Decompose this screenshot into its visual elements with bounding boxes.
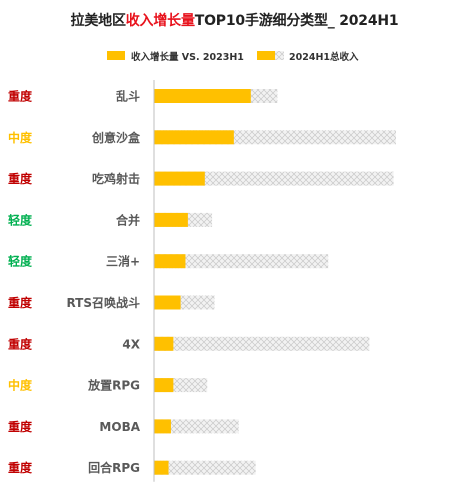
category-label-10: 回合RPG [88, 460, 140, 475]
intensity-label-8: 中度 [8, 378, 33, 393]
intensity-label-7: 重度 [8, 336, 33, 351]
category-label-7: 4X [122, 337, 140, 351]
growth-bar-2 [154, 130, 234, 145]
intensity-label-4: 轻度 [8, 212, 33, 227]
category-label-3: 吃鸡射击 [92, 171, 140, 186]
total-bar-9 [154, 419, 239, 434]
legend-label-1: 收入增长量 VS. 2023H1 [131, 51, 244, 63]
growth-bar-9 [154, 419, 171, 434]
intensity-label-1: 重度 [8, 89, 33, 104]
growth-bar-7 [154, 336, 174, 351]
growth-bar-10 [154, 460, 169, 475]
intensity-label-3: 重度 [8, 171, 33, 186]
growth-bar-4 [154, 212, 188, 227]
intensity-label-10: 重度 [8, 460, 33, 475]
total-bar-5 [154, 254, 329, 269]
total-bar-10 [154, 460, 256, 475]
category-label-9: MOBA [99, 420, 140, 434]
legend-label-2: 2024H1总收入 [289, 51, 359, 63]
category-label-8: 放置RPG [87, 378, 140, 393]
category-label-1: 乱斗 [116, 89, 140, 104]
growth-bar-1 [154, 89, 251, 103]
growth-bar-5 [154, 254, 186, 269]
legend-swatch-2 [257, 51, 275, 60]
total-bar-7 [154, 336, 370, 351]
category-label-6: RTS召唤战斗 [66, 295, 140, 310]
legend-swatch-1 [107, 51, 125, 60]
legend-swatch-pattern [275, 51, 284, 60]
chart-title: 拉美地区收入增长量TOP10手游细分类型_ 2024H1 [0, 10, 469, 30]
title-part1: 拉美地区 [70, 13, 126, 29]
title-part2: TOP10手游细分类型_ 2024H1 [194, 13, 399, 29]
category-label-4: 合并 [116, 212, 140, 227]
growth-bar-8 [154, 378, 174, 393]
growth-bar-6 [154, 295, 181, 310]
intensity-label-2: 中度 [8, 130, 33, 145]
intensity-label-5: 轻度 [8, 254, 33, 269]
total-bar-3 [154, 171, 394, 186]
category-label-2: 创意沙盒 [91, 130, 141, 145]
title-highlight: 收入增长量 [125, 13, 195, 29]
category-label-5: 三消+ [106, 254, 140, 269]
intensity-label-9: 重度 [8, 419, 33, 434]
growth-bar-3 [154, 171, 205, 186]
intensity-label-6: 重度 [8, 295, 33, 310]
